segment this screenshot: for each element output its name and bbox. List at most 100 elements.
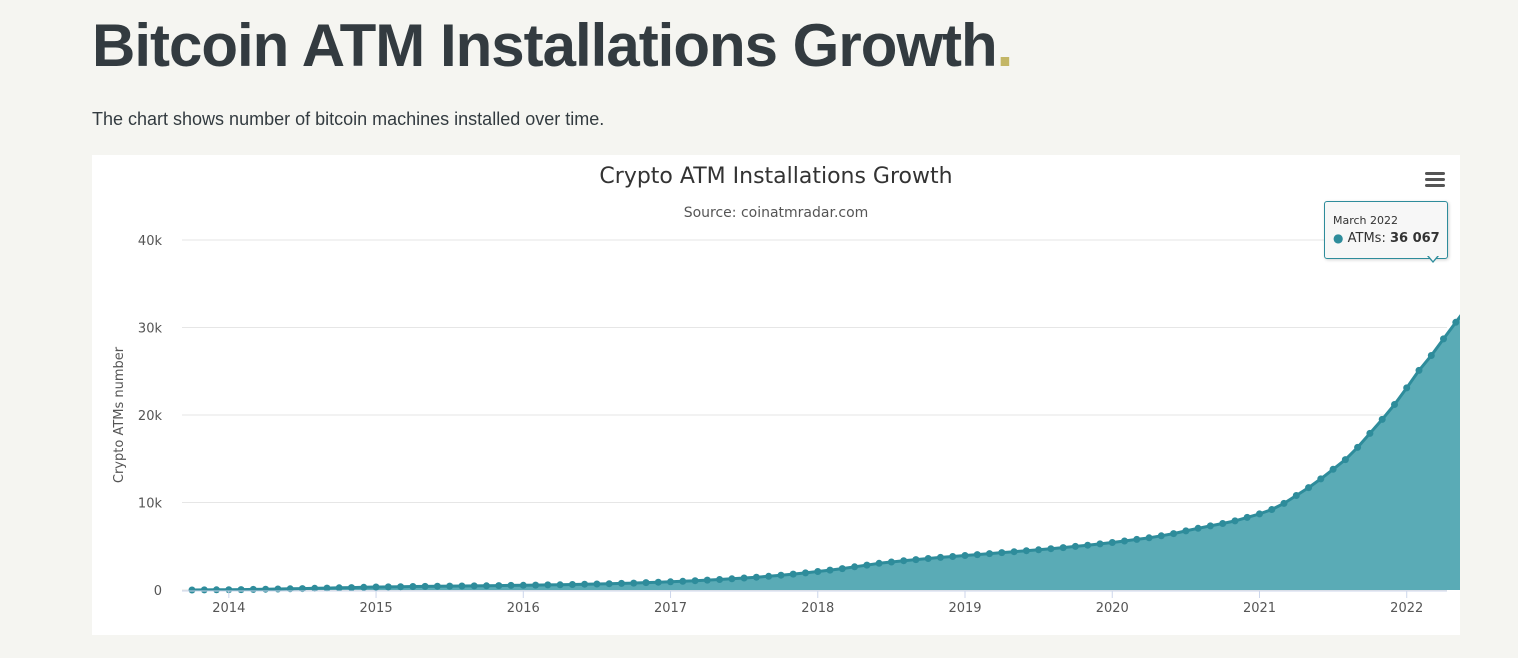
data-point (1133, 535, 1141, 543)
data-point (1415, 366, 1423, 374)
chart-menu-button[interactable] (1422, 169, 1448, 193)
data-point (458, 582, 466, 590)
data-point (323, 584, 331, 592)
data-point (912, 556, 920, 564)
y-axis-label: Crypto ATMs number (112, 346, 127, 483)
data-point (1035, 546, 1043, 554)
data-point (372, 583, 380, 591)
tooltip-title: March 2022 (1333, 214, 1399, 227)
data-point (949, 553, 957, 560)
data-point (1366, 429, 1374, 437)
data-point (777, 571, 785, 579)
data-point (851, 563, 859, 571)
data-point (998, 549, 1006, 557)
data-point (1108, 539, 1116, 546)
series-area-group (191, 314, 1460, 592)
data-point (1206, 522, 1214, 530)
data-point (887, 558, 895, 566)
data-point (679, 577, 687, 585)
chart-title: Crypto ATM Installations Growth (599, 164, 952, 189)
data-point (752, 573, 760, 581)
data-point (1305, 484, 1313, 492)
data-point (1010, 548, 1018, 556)
data-point (1243, 513, 1251, 521)
y-tick-label: 20k (138, 409, 163, 424)
axes: 0 10k 20k 30k 40k 2014 2015 2016 2017 2018 2019 202… (138, 234, 1447, 616)
tooltip-row: ● ATMs: 36 067 (1333, 231, 1440, 246)
data-point (691, 577, 699, 585)
data-point (348, 584, 355, 592)
data-point (605, 580, 613, 588)
data-point (1280, 499, 1288, 507)
data-point (568, 581, 576, 588)
tooltip: March 2022 ● ATMs: 36 067 (1324, 201, 1448, 259)
data-point (237, 586, 245, 594)
data-point (1096, 540, 1104, 548)
data-point (618, 579, 625, 587)
data-point (1022, 547, 1030, 555)
series-area (192, 316, 1460, 590)
data-point (740, 574, 748, 582)
data-point (1268, 506, 1276, 513)
data-point (1157, 532, 1165, 540)
x-tick-label: 2018 (801, 601, 834, 616)
x-tick-label: 2019 (948, 601, 981, 616)
data-point (495, 582, 503, 590)
data-point (593, 580, 601, 588)
data-point (1256, 510, 1263, 518)
data-point (900, 557, 908, 565)
data-point (188, 586, 196, 594)
data-point (1182, 527, 1190, 535)
chart-svg: 0 10k 20k 30k 40k 2014 2015 2016 2017 2018 2019 202… (112, 164, 1460, 616)
menu-icon-bar (1425, 178, 1445, 181)
data-point (642, 579, 650, 587)
data-point (961, 552, 969, 559)
data-point (1071, 542, 1079, 550)
data-point (654, 578, 662, 586)
data-point (1145, 534, 1153, 542)
data-point (863, 561, 871, 569)
data-point (384, 583, 392, 591)
x-tick-label: 2017 (654, 601, 687, 616)
data-point (802, 569, 809, 577)
data-point (826, 566, 834, 574)
menu-icon (1425, 172, 1445, 175)
data-point (1231, 517, 1239, 525)
data-point (581, 580, 589, 588)
data-point (703, 576, 711, 584)
page-title-text: Bitcoin ATM Installations Growth (92, 12, 998, 79)
data-point (311, 584, 319, 592)
data-point (213, 586, 220, 594)
y-tick-label: 30k (138, 322, 163, 337)
y-tick-label: 40k (138, 234, 163, 249)
data-point (630, 579, 638, 587)
data-point (544, 581, 552, 589)
data-point (262, 585, 270, 593)
data-point (1354, 443, 1362, 451)
data-point (409, 583, 417, 590)
data-point (716, 576, 724, 583)
data-point (1194, 524, 1202, 532)
data-point (1341, 456, 1349, 464)
page-description: The chart shows number of bitcoin machin… (92, 109, 605, 129)
data-point (1047, 545, 1055, 553)
x-tick-label: 2020 (1096, 601, 1129, 616)
data-point (1403, 384, 1411, 392)
data-point (1427, 352, 1435, 359)
data-point (470, 582, 478, 590)
data-point (298, 585, 306, 593)
data-point (1219, 520, 1227, 527)
data-point (532, 581, 540, 589)
data-point (973, 551, 981, 559)
x-tick-label: 2022 (1390, 601, 1423, 616)
data-point (937, 553, 944, 561)
menu-icon-bar (1425, 184, 1445, 187)
page-title: Bitcoin ATM Installations Growth. (92, 10, 1013, 82)
data-point (446, 582, 454, 590)
data-point (360, 583, 368, 591)
data-point (397, 583, 405, 591)
data-point (1378, 415, 1386, 423)
tooltip-value: 36 067 (1389, 231, 1440, 246)
tooltip-pointer-fill (1428, 255, 1438, 261)
data-point (1084, 541, 1092, 549)
